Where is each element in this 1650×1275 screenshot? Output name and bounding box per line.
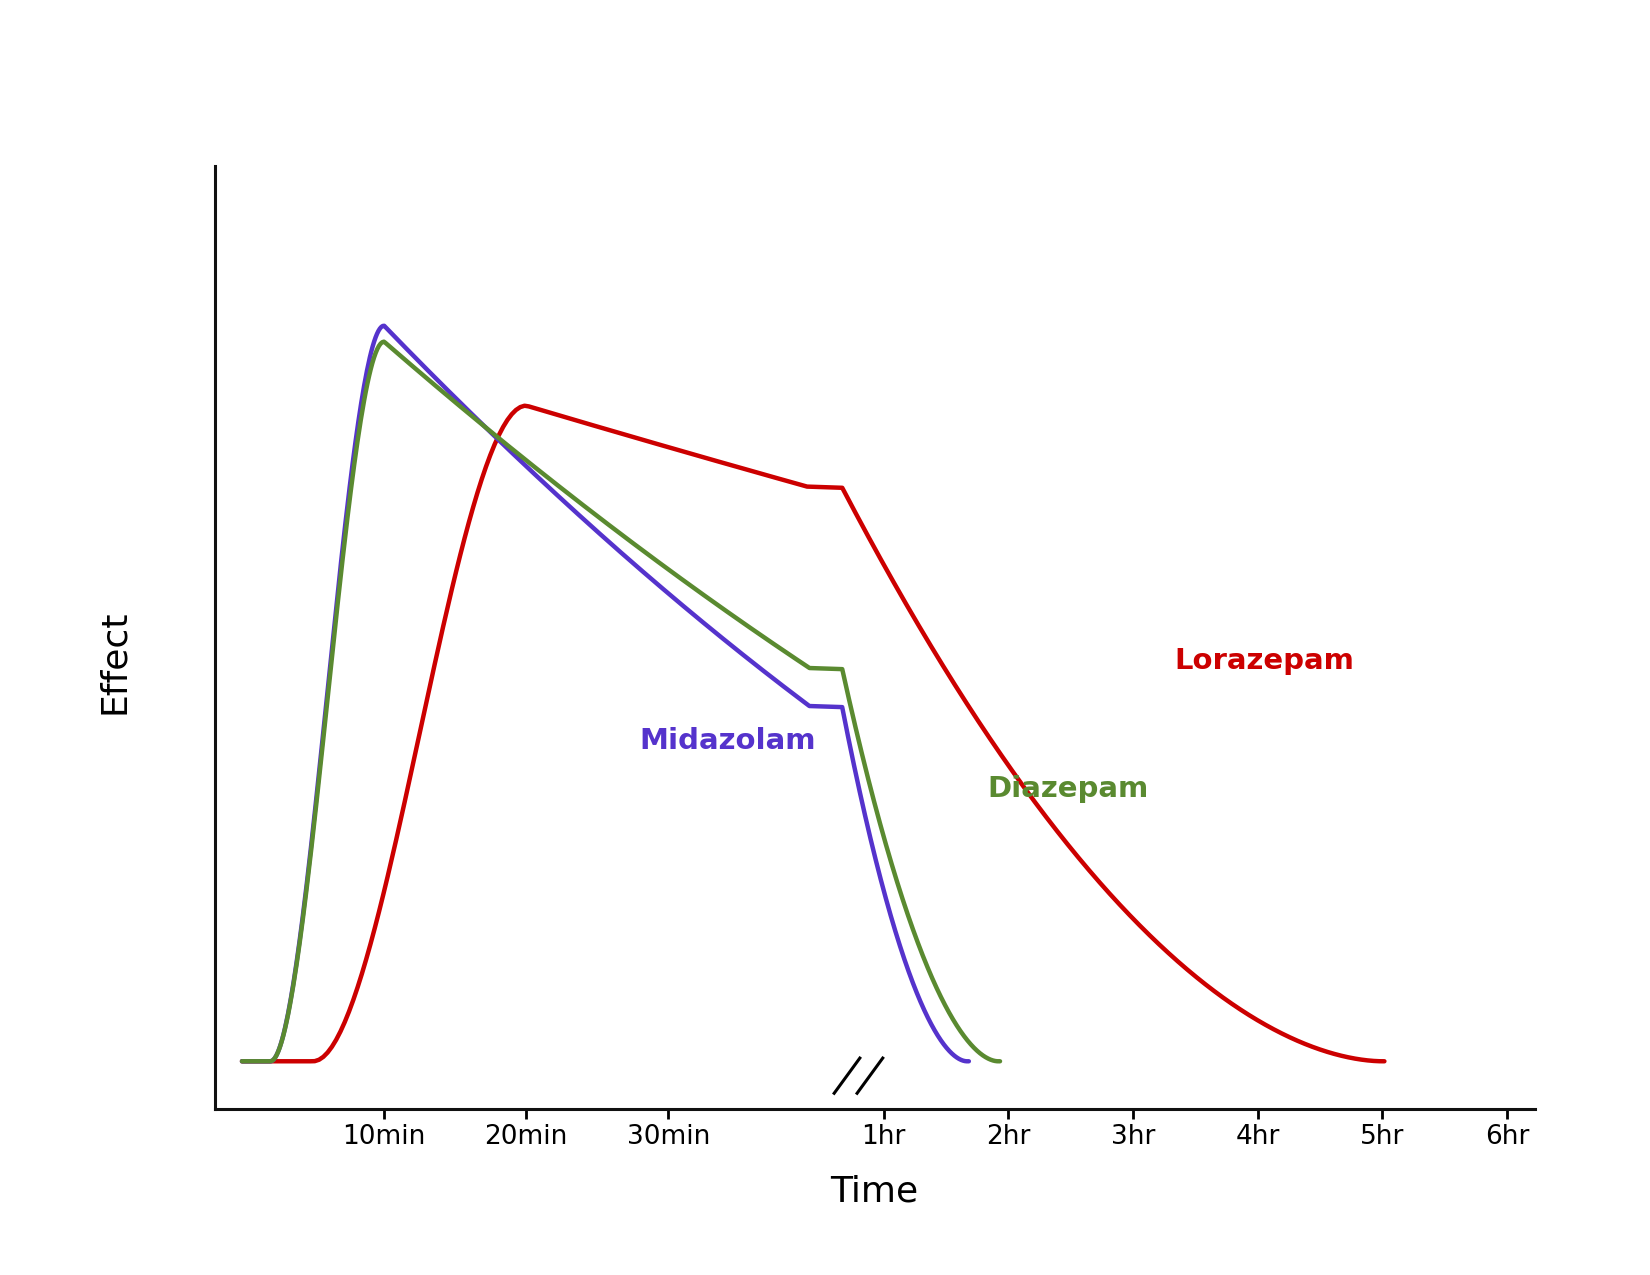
Text: Midazolam: Midazolam bbox=[640, 728, 817, 756]
X-axis label: Time: Time bbox=[830, 1174, 919, 1209]
Text: Lorazepam: Lorazepam bbox=[1175, 648, 1355, 676]
Text: Effect: Effect bbox=[97, 609, 130, 714]
Text: Diazepam: Diazepam bbox=[988, 775, 1148, 803]
